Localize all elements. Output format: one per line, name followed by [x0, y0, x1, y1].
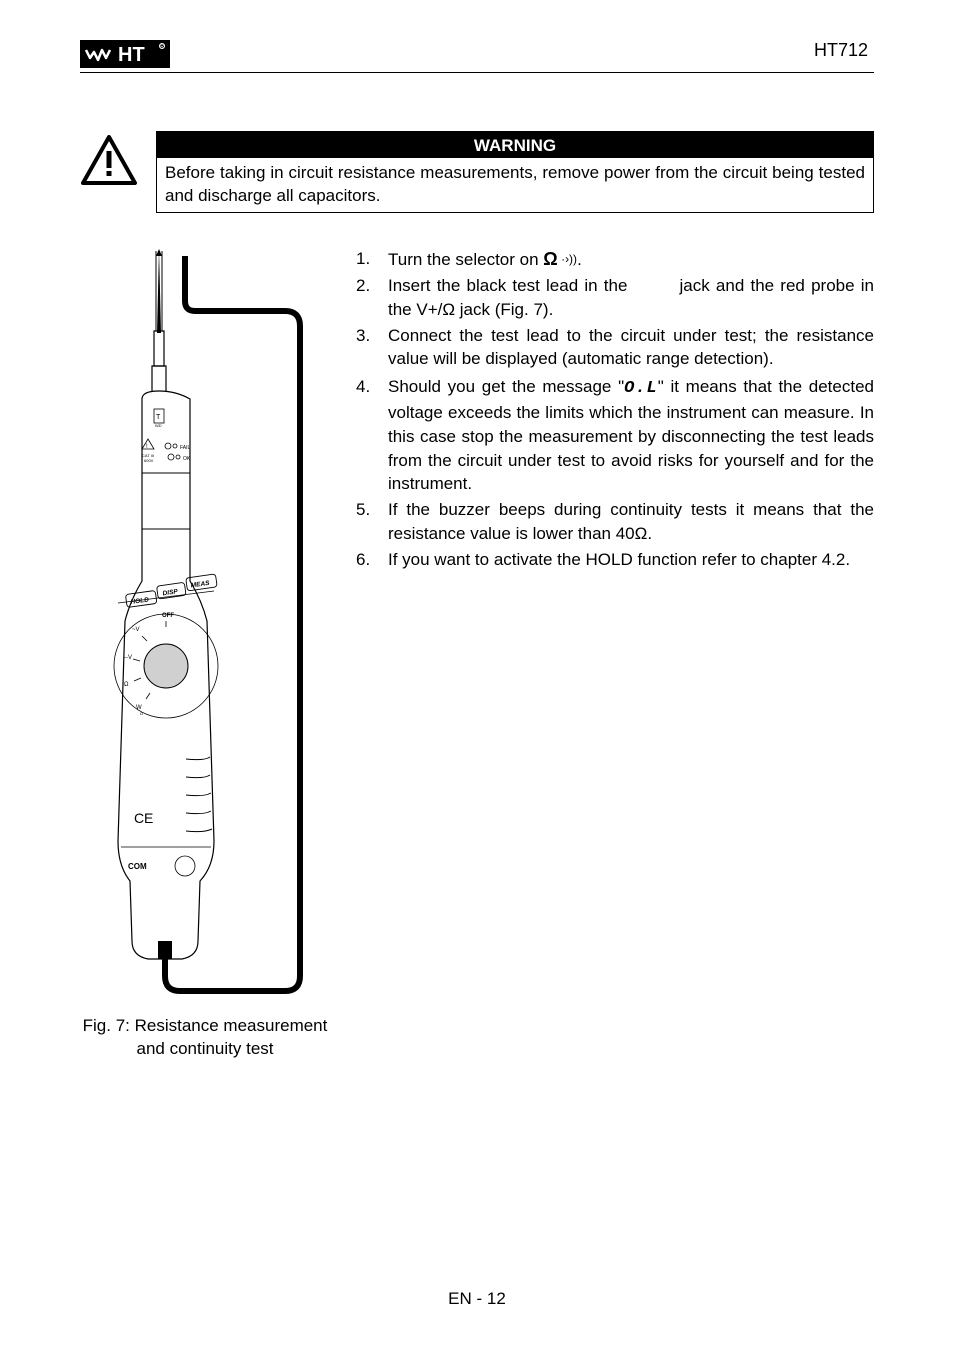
svg-text:R: R [160, 44, 164, 50]
svg-text:~V: ~V [132, 627, 140, 633]
figure-caption: Fig. 7: Resistance measurement and conti… [83, 1015, 328, 1061]
warning-title: WARNING [157, 132, 873, 158]
step-5: If the buzzer beeps during continuity te… [356, 498, 874, 546]
ol-display-text: O.L [624, 379, 658, 398]
svg-text:Ω: Ω [124, 682, 129, 688]
caption-line2: and continuity test [136, 1039, 273, 1058]
svg-text:T: T [156, 414, 161, 421]
steps-column: Turn the selector on Ω ·›)). Insert the … [356, 241, 874, 574]
model-number: HT712 [814, 40, 874, 61]
step-1: Turn the selector on Ω ·›)). [356, 247, 874, 272]
warning-icon [80, 135, 138, 187]
device-figure: T WD ! CAT III 600V FAIL OK HOLD DIS [70, 241, 320, 1011]
ohm-icon: Ω [543, 249, 557, 269]
svg-text:OK: OK [183, 456, 191, 462]
caption-line1: Fig. 7: Resistance measurement [83, 1016, 328, 1035]
svg-text:FAIL: FAIL [180, 445, 191, 451]
continuity-icon: ·›)) [558, 252, 577, 266]
step-6: If you want to activate the HOLD functio… [356, 548, 874, 572]
svg-text:COM: COM [128, 862, 147, 871]
step-3: Connect the test lead to the circuit und… [356, 324, 874, 372]
warning-text: Before taking in circuit resistance meas… [157, 158, 873, 212]
svg-text:--V: --V [124, 655, 132, 661]
svg-text:WD: WD [155, 423, 162, 428]
steps-list: Turn the selector on Ω ·›)). Insert the … [356, 247, 874, 572]
svg-text:C: C [134, 810, 144, 826]
page-footer: EN - 12 [0, 1289, 954, 1309]
header: HT R HT712 [80, 40, 874, 68]
step-2: Insert the black test lead in the COM ja… [356, 274, 874, 322]
svg-text:600V: 600V [144, 458, 154, 463]
warning-box: WARNING Before taking in circuit resista… [156, 131, 874, 213]
step-4: Should you get the message "O.L" it mean… [356, 375, 874, 496]
content-row: T WD ! CAT III 600V FAIL OK HOLD DIS [80, 241, 874, 1061]
svg-text:E: E [144, 810, 153, 826]
warning-section: WARNING Before taking in circuit resista… [80, 131, 874, 213]
header-divider [80, 72, 874, 73]
svg-text:HT: HT [118, 44, 145, 66]
ht-logo: HT R [80, 40, 170, 68]
svg-text:Ω: Ω [140, 711, 143, 716]
figure-column: T WD ! CAT III 600V FAIL OK HOLD DIS [80, 241, 330, 1061]
svg-text:OFF: OFF [162, 613, 174, 619]
